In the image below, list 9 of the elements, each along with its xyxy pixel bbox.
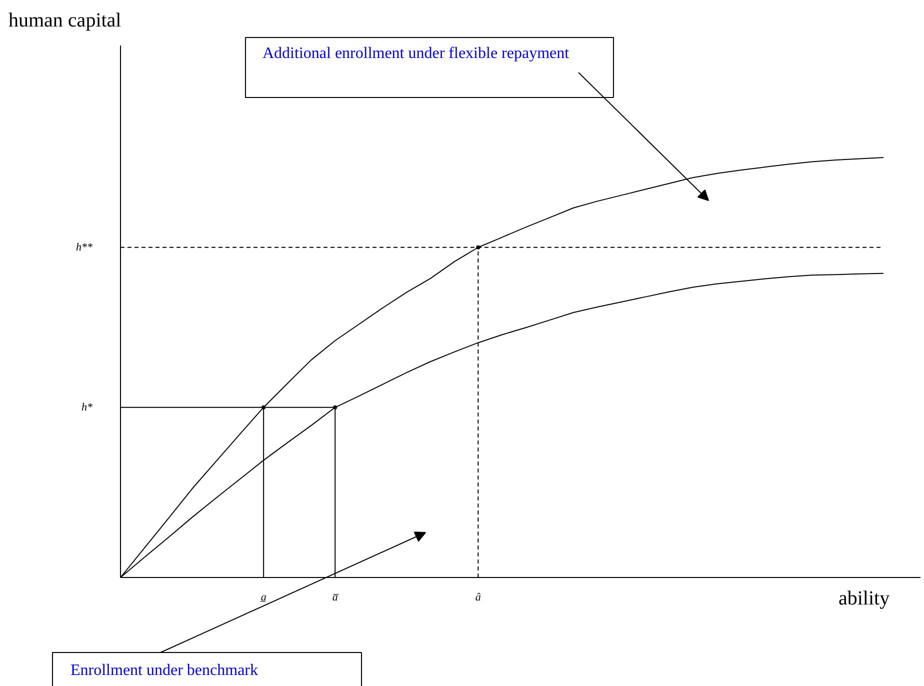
text: human capital [8,10,122,32]
x-tick-label: a̅ [332,592,340,604]
x-tick-label: a̲ [260,592,267,604]
x-axis-title: ability [838,588,890,610]
text: h* [82,402,93,414]
text: Additional enrollment under flexible repayment [262,45,570,62]
x-tick-label: â [475,592,482,604]
text: h** [76,242,93,254]
text: Enrollment under benchmark [70,662,258,679]
